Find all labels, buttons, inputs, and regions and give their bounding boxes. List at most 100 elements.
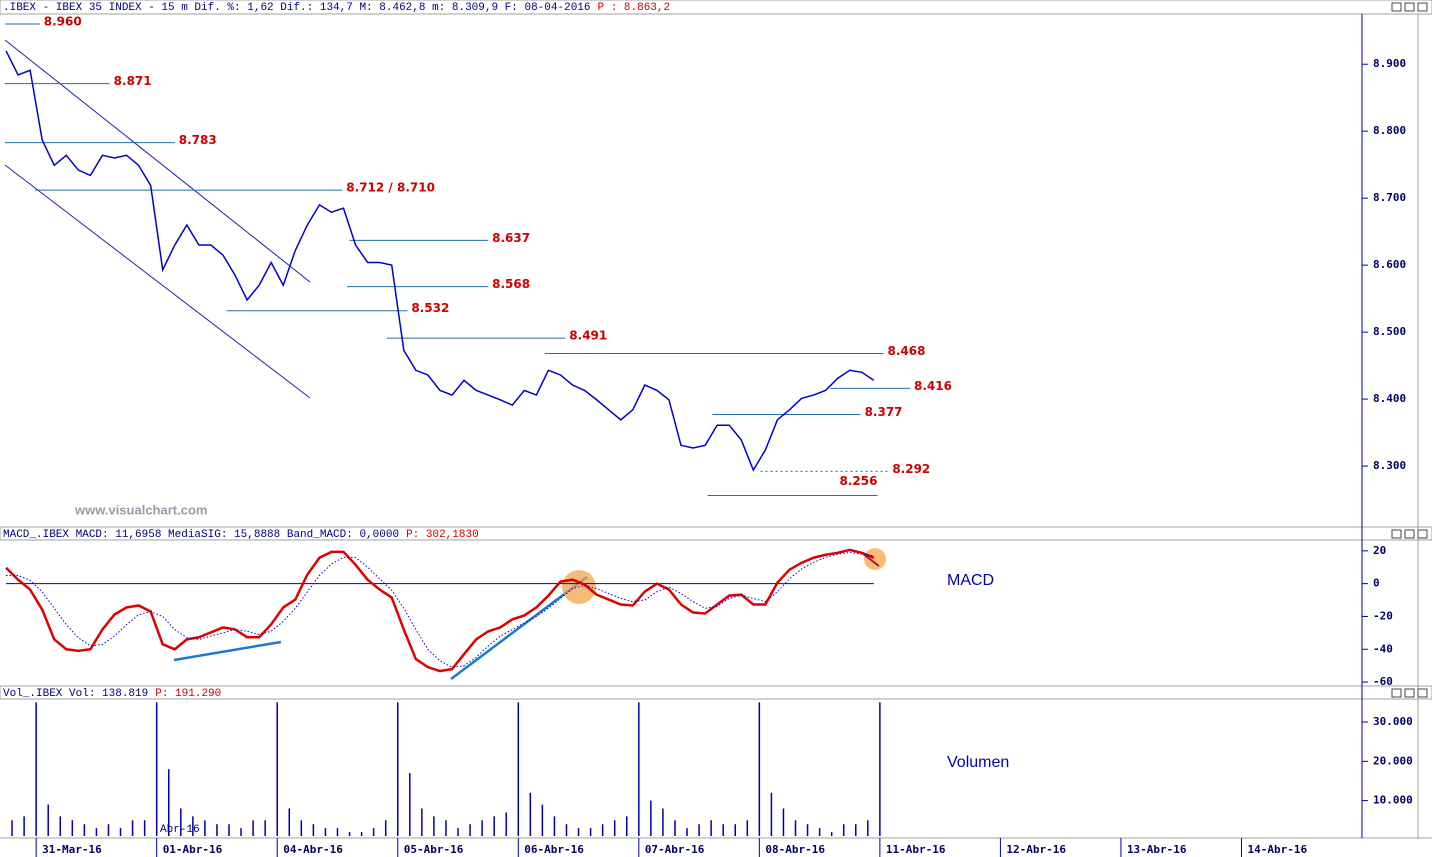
- volume-bar: [95, 828, 98, 836]
- level-label: 8.491: [569, 329, 607, 343]
- volume-bar: [71, 820, 74, 836]
- level-label: 8.377: [865, 405, 903, 419]
- volume-bar: [11, 820, 13, 836]
- volume-bar: [686, 828, 688, 836]
- level-label: 8.712 / 8.710: [346, 181, 435, 195]
- volume-bar: [577, 828, 580, 836]
- volume-bar: [758, 702, 761, 836]
- volume-bar: [409, 773, 411, 836]
- level-label: 8.960: [44, 15, 82, 29]
- y-tick-label: -60: [1373, 675, 1393, 688]
- volume-bar: [662, 808, 664, 836]
- volume-bar: [710, 820, 712, 836]
- y-tick-label: 20: [1373, 544, 1386, 557]
- macd-drawings: [173, 548, 886, 680]
- volume-bar: [517, 702, 520, 836]
- volume-bar: [553, 816, 556, 836]
- window-buttons[interactable]: [1391, 2, 1428, 698]
- trend-channel: [4, 39, 311, 399]
- y-tick-label: 0: [1373, 577, 1380, 590]
- level-label: 8.637: [492, 231, 530, 245]
- series-line: [5, 548, 875, 673]
- x-tick-label: 31-Mar-16: [42, 843, 102, 856]
- volume-bar: [35, 702, 37, 836]
- volume-bar: [806, 824, 809, 836]
- panel-title: .IBEX - IBEX 35 INDEX - 15 m Dif. %: 1,6…: [3, 2, 591, 14]
- volume-bar: [481, 820, 483, 836]
- volume-bar: [131, 820, 134, 836]
- volume-bar: [23, 816, 25, 836]
- x-tick-label: 05-Abr-16: [404, 843, 464, 856]
- volume-bar: [626, 816, 628, 836]
- volume-bar: [782, 808, 785, 836]
- volume-bar: [794, 820, 797, 836]
- panel-title: MACD_.IBEX MACD: 11,6958 MediaSIG: 15,88…: [3, 529, 399, 541]
- volume-bar: [59, 816, 62, 836]
- volume-bar: [529, 792, 532, 836]
- level-label: 8.256: [839, 474, 877, 488]
- volume-bar: [770, 792, 773, 836]
- x-tick-label: 04-Abr-16: [283, 843, 343, 856]
- panel-annotation: Volumen: [947, 754, 1009, 771]
- volume-bar: [216, 824, 218, 836]
- volume-bar: [155, 702, 158, 836]
- panel-title-value: P : 8.863,2: [598, 2, 671, 14]
- volume-bar: [324, 828, 327, 836]
- volume-bar: [589, 828, 592, 836]
- y-tick-label: 8.500: [1373, 325, 1406, 338]
- volume-bar: [360, 832, 363, 836]
- volume-bar: [445, 820, 447, 836]
- x-tick-label: 13-Abr-16: [1127, 843, 1187, 856]
- volume-bar: [312, 824, 315, 836]
- volume-bar: [384, 820, 387, 836]
- level-label: 8.292: [892, 462, 930, 476]
- volume-bar: [541, 804, 544, 836]
- volume-bar: [565, 824, 568, 836]
- month-label: Abr-16: [160, 824, 200, 836]
- volume-bar: [83, 824, 86, 836]
- x-tick-label: 07-Abr-16: [645, 843, 705, 856]
- y-tick-label: -40: [1373, 642, 1393, 655]
- volume-bar: [469, 824, 471, 836]
- level-label: 8.416: [914, 379, 952, 393]
- volume-bar: [119, 828, 122, 836]
- volume-bar: [818, 828, 821, 836]
- volume-bar: [372, 828, 375, 836]
- series-line: [6, 551, 874, 668]
- panel-annotation: MACD: [947, 572, 994, 589]
- volume-bar: [650, 800, 652, 836]
- volume-bar: [228, 824, 230, 836]
- volume-bar: [842, 824, 845, 836]
- series-line: [5, 50, 875, 472]
- y-tick-label: 20.000: [1373, 754, 1413, 767]
- volume-bar: [722, 824, 724, 836]
- panel-title-value: P: 302,1830: [406, 529, 479, 541]
- x-tick-label: 01-Abr-16: [163, 843, 223, 856]
- volume-bar: [734, 824, 736, 836]
- volume-bar: [698, 824, 700, 836]
- volume-bar: [288, 808, 291, 836]
- level-label: 8.532: [411, 301, 449, 315]
- x-tick-label: 12-Abr-16: [1006, 843, 1066, 856]
- volume-bar: [855, 824, 857, 836]
- y-tick-label: 8.600: [1373, 258, 1406, 271]
- level-label: 8.871: [114, 74, 152, 88]
- volume-bar: [252, 820, 254, 836]
- y-tick-label: 8.800: [1373, 124, 1406, 137]
- y-tick-label: -20: [1373, 609, 1393, 622]
- y-tick-label: 8.900: [1373, 57, 1406, 70]
- volume-bar: [192, 816, 194, 836]
- volume-bar: [601, 824, 604, 836]
- frame: [0, 0, 1432, 839]
- panel-title-value: P: 191.290: [155, 688, 221, 700]
- volume-bar: [397, 702, 399, 836]
- volume-bar: [674, 820, 676, 836]
- level-label: 8.783: [179, 133, 217, 147]
- y-tick-label: 30.000: [1373, 715, 1413, 728]
- x-tick-label: 14-Abr-16: [1247, 843, 1307, 856]
- volume-bar: [613, 820, 616, 836]
- volume-bar: [204, 820, 206, 836]
- volume-bar: [638, 702, 640, 836]
- level-label: 8.568: [492, 277, 530, 291]
